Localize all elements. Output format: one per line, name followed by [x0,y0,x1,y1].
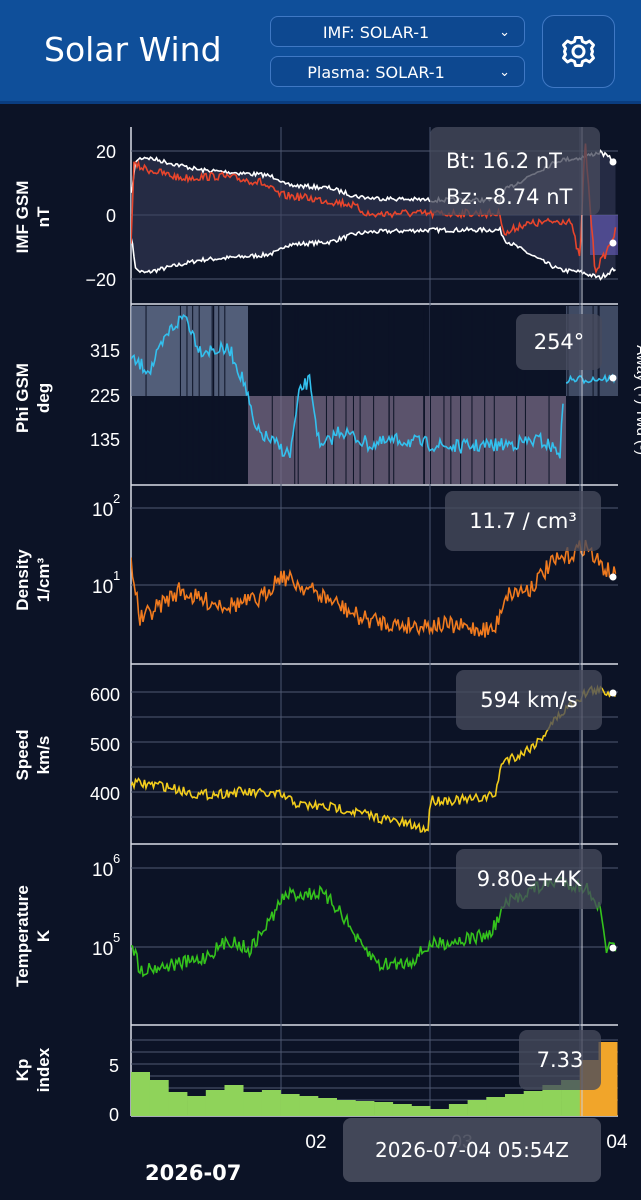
kp-bar [168,1092,188,1116]
plasma-source-select[interactable]: Plasma: SOLAR-1 ⌄ [270,56,525,87]
speed-current-marker [609,689,617,697]
phi-ylabel: Phi GSM [13,363,32,433]
kp-bar [448,1104,468,1116]
kp-bar [392,1104,412,1116]
speed-tick: 600 [90,685,120,705]
speed-line [131,684,617,834]
kp-bar [187,1096,207,1116]
imf-tick: 0 [106,206,116,226]
speed-tick: 500 [90,735,120,755]
kp-bar [336,1100,356,1116]
kp-bar [299,1096,319,1116]
kp-bar [355,1101,375,1116]
page-title: Solar Wind [44,30,222,69]
gear-icon [562,36,595,67]
imf-source-select[interactable]: IMF: SOLAR-1 ⌄ [270,16,525,47]
temperature-ylabel-unit: K [34,929,53,942]
temperature-ylabel: Temperature [13,885,32,987]
temperature-value: 9.80e+4K [456,849,602,909]
chevron-down-icon: ⌄ [499,25,510,40]
temperature-tick: 10 [92,939,113,960]
density-ylabel: Density [13,549,32,611]
bt-negative-line [131,225,616,281]
kp-bar [243,1092,263,1116]
imf-value-box: Bt: 16.2 nT Bz: -8.74 nT [430,127,600,215]
kp-bar [149,1080,169,1116]
kp-bar [486,1097,506,1116]
kp-ylabel: Kp [13,1059,32,1082]
temperature-tick-exp: 5 [113,930,120,945]
cursor-time-label: 2026-07-04 05:54Z [343,1118,601,1182]
bz-line [131,143,617,275]
temperature-current-marker [609,944,617,952]
density-value: 11.7 / cm³ [445,491,601,551]
kp-bar [430,1109,450,1116]
phi-current-marker [609,374,617,382]
speed-tick: 400 [90,784,120,804]
kp-bar [411,1106,431,1116]
kp-bar [542,1085,562,1116]
speed-ylabel-unit: km/s [34,736,53,775]
phi-tick: 135 [90,430,120,450]
kp-bar [280,1094,300,1116]
kp-bar [224,1085,244,1116]
phi-value: 254° [516,314,602,370]
kp-ylabel-unit: index [34,1047,53,1092]
month-label: 2026-07 [145,1161,242,1185]
density-line [131,539,617,638]
density-tick: 10 [92,500,113,521]
phi-tick: 225 [90,386,120,406]
phi-tick: 315 [90,341,120,361]
settings-button[interactable] [542,15,615,88]
imf-tick: 20 [96,142,116,162]
density-tick-exp: 2 [113,491,120,506]
phi-ylabel-unit: deg [34,383,53,413]
phi-toward-shade [248,396,566,484]
imf-ylabel: IMF GSM [13,181,32,254]
bz-south-shade [590,215,618,255]
kp-bar [205,1090,225,1116]
density-tick: 10 [92,577,113,598]
bz-current-marker [609,239,617,247]
temperature-tick-exp: 6 [113,851,120,866]
kp-bar [131,1072,150,1116]
kp-bar [467,1100,487,1116]
bt-value: Bt: 16.2 nT [446,149,562,173]
x-tick: 02 [305,1132,326,1153]
bz-value: Bz: -8.74 nT [446,185,573,209]
kp-bar [261,1090,281,1116]
density-tick-exp: 1 [113,568,120,583]
speed-value: 594 km/s [456,670,602,730]
kp-value: 7.33 [519,1030,601,1090]
kp-bar [598,1042,618,1116]
phi-sector-label: Away (+) Twd (-) [633,345,641,455]
imf-source-label: IMF: SOLAR-1 [322,23,430,42]
imf-tick: −20 [85,270,116,290]
bt-current-marker [609,158,617,166]
phi-line [131,313,564,459]
app-header: Solar Wind IMF: SOLAR-1 ⌄ Plasma: SOLAR-… [0,0,641,104]
kp-bar [374,1102,394,1116]
kp-tick: 0 [109,1105,119,1125]
kp-bar [318,1098,337,1116]
imf-ylabel-unit: nT [34,206,53,227]
plasma-source-label: Plasma: SOLAR-1 [307,63,445,82]
chevron-down-icon: ⌄ [499,65,510,80]
temperature-tick: 10 [92,860,113,881]
speed-ylabel: Speed [13,729,32,780]
x-tick: 04 [606,1132,628,1153]
kp-bar [505,1094,524,1116]
kp-tick: 5 [109,1056,119,1076]
kp-bar [523,1091,543,1116]
density-current-marker [609,573,617,581]
phi-line [565,373,617,385]
density-ylabel-unit: 1/cm³ [34,557,53,602]
